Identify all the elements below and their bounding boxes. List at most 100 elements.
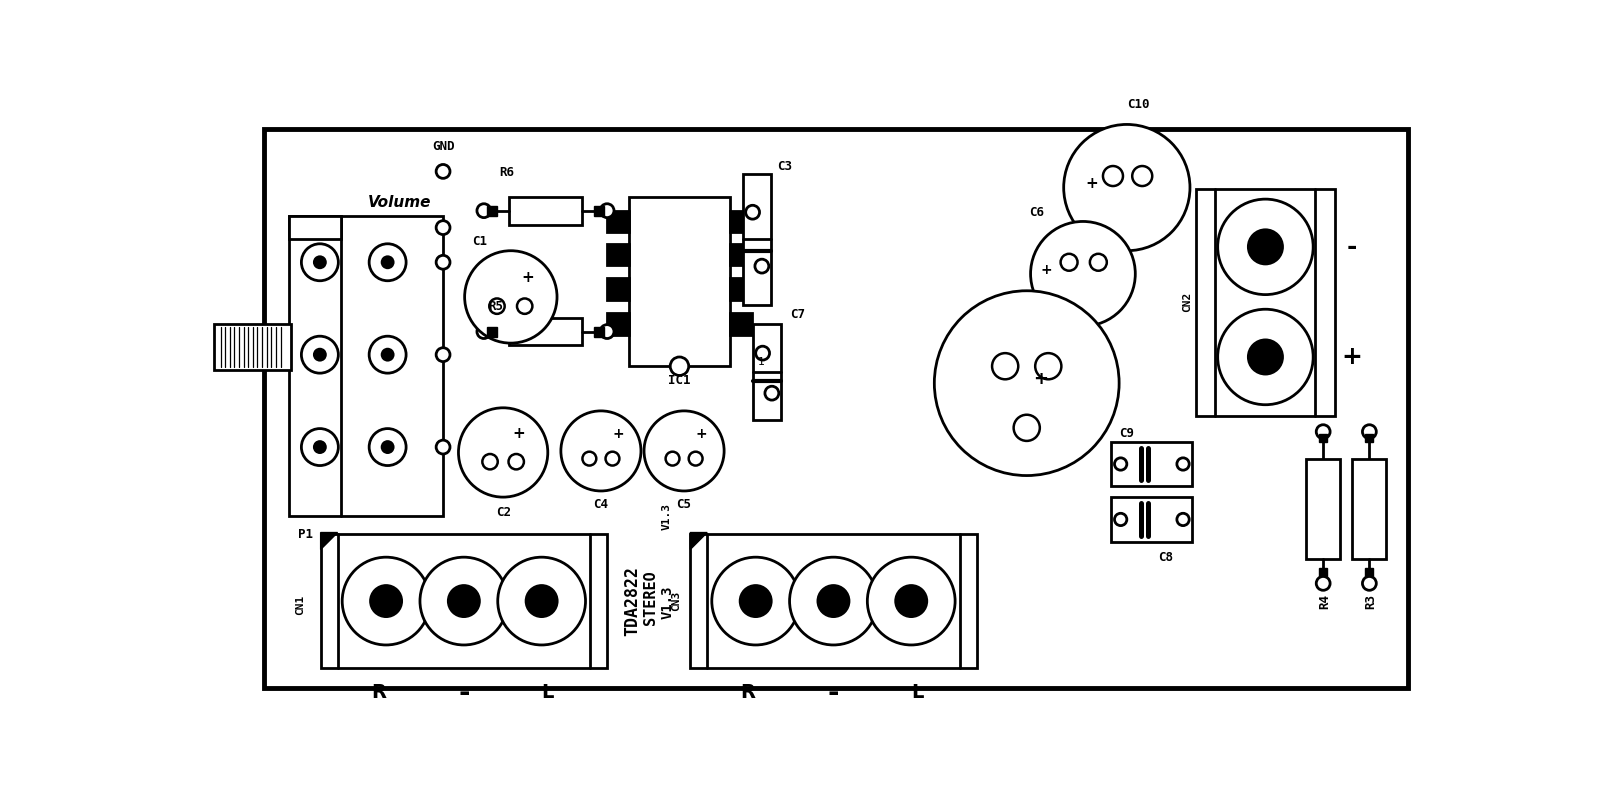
Circle shape xyxy=(666,451,679,466)
Circle shape xyxy=(1316,425,1331,438)
Text: +: + xyxy=(613,427,624,441)
Text: TDA2822: TDA2822 xyxy=(624,566,642,636)
Circle shape xyxy=(934,291,1118,476)
Bar xyxy=(214,324,292,370)
Circle shape xyxy=(370,243,407,280)
Circle shape xyxy=(313,256,327,269)
Circle shape xyxy=(381,440,394,454)
Circle shape xyxy=(381,256,394,269)
Text: C9: C9 xyxy=(1120,426,1135,440)
Text: C6: C6 xyxy=(1029,206,1044,218)
Text: +: + xyxy=(695,427,707,441)
Text: CN2: CN2 xyxy=(1182,293,1191,313)
Text: +: + xyxy=(1033,370,1049,388)
Bar xyxy=(744,174,772,305)
Text: -: - xyxy=(828,679,840,707)
Bar xyxy=(731,243,752,265)
Circle shape xyxy=(477,204,491,218)
Circle shape xyxy=(582,451,597,466)
Circle shape xyxy=(1115,458,1127,470)
Text: R4: R4 xyxy=(1318,593,1331,609)
Bar xyxy=(731,313,752,334)
Circle shape xyxy=(1247,228,1284,265)
Text: +: + xyxy=(1086,177,1099,191)
Circle shape xyxy=(302,336,339,373)
Text: C10: C10 xyxy=(1127,98,1149,111)
Polygon shape xyxy=(691,533,707,550)
Circle shape xyxy=(895,584,929,618)
Circle shape xyxy=(1115,513,1127,526)
Bar xyxy=(608,210,629,232)
Text: C5: C5 xyxy=(676,498,692,511)
Circle shape xyxy=(1247,339,1284,376)
Bar xyxy=(608,278,629,300)
Circle shape xyxy=(459,408,548,497)
Circle shape xyxy=(644,411,725,491)
Circle shape xyxy=(689,451,702,466)
Bar xyxy=(289,216,342,239)
Text: C4: C4 xyxy=(593,498,608,511)
Bar xyxy=(1112,497,1193,542)
Circle shape xyxy=(436,347,451,362)
Circle shape xyxy=(313,440,327,454)
Text: -: - xyxy=(459,679,470,707)
Circle shape xyxy=(1089,254,1107,271)
Text: R3: R3 xyxy=(1365,593,1378,609)
Text: R6: R6 xyxy=(499,166,514,179)
Bar xyxy=(608,313,629,334)
Text: V1.3: V1.3 xyxy=(661,503,673,530)
Bar xyxy=(731,278,752,300)
Circle shape xyxy=(477,325,491,339)
Circle shape xyxy=(755,260,768,273)
Circle shape xyxy=(600,325,614,339)
Circle shape xyxy=(1217,199,1313,295)
Circle shape xyxy=(498,557,585,645)
Text: L: L xyxy=(911,683,924,702)
Bar xyxy=(321,534,608,668)
Text: Volume: Volume xyxy=(368,196,431,210)
Circle shape xyxy=(342,557,430,645)
Bar xyxy=(754,324,781,420)
Circle shape xyxy=(1362,425,1376,438)
Circle shape xyxy=(370,336,407,373)
Circle shape xyxy=(483,454,498,469)
Circle shape xyxy=(789,557,877,645)
Circle shape xyxy=(746,206,760,219)
Text: +: + xyxy=(522,270,535,285)
Text: CN1: CN1 xyxy=(295,595,306,615)
Circle shape xyxy=(465,251,558,343)
Circle shape xyxy=(1362,576,1376,590)
Polygon shape xyxy=(321,533,337,550)
Circle shape xyxy=(867,557,955,645)
Circle shape xyxy=(302,243,339,280)
Circle shape xyxy=(436,256,451,269)
Circle shape xyxy=(669,357,689,376)
Bar xyxy=(629,197,731,366)
Text: CN3: CN3 xyxy=(671,591,681,611)
Circle shape xyxy=(755,347,770,360)
Bar xyxy=(1352,459,1386,559)
Circle shape xyxy=(370,584,404,618)
Text: R5: R5 xyxy=(488,301,503,314)
Circle shape xyxy=(600,204,614,218)
Text: C1: C1 xyxy=(473,235,488,248)
Circle shape xyxy=(1060,254,1078,271)
Circle shape xyxy=(420,557,507,645)
Bar xyxy=(731,210,752,232)
Text: GND: GND xyxy=(431,140,454,153)
Bar xyxy=(608,243,629,265)
Text: STEREO: STEREO xyxy=(642,570,658,625)
Text: 1: 1 xyxy=(757,357,765,368)
Circle shape xyxy=(517,298,532,314)
Bar xyxy=(509,318,582,346)
Text: P1: P1 xyxy=(298,528,313,541)
Circle shape xyxy=(436,221,451,235)
Circle shape xyxy=(606,451,619,466)
Text: C2: C2 xyxy=(496,506,511,519)
Circle shape xyxy=(739,584,773,618)
Circle shape xyxy=(509,454,524,469)
Circle shape xyxy=(561,411,640,491)
Bar xyxy=(509,197,582,225)
Bar xyxy=(289,216,443,517)
Text: R: R xyxy=(371,683,386,702)
